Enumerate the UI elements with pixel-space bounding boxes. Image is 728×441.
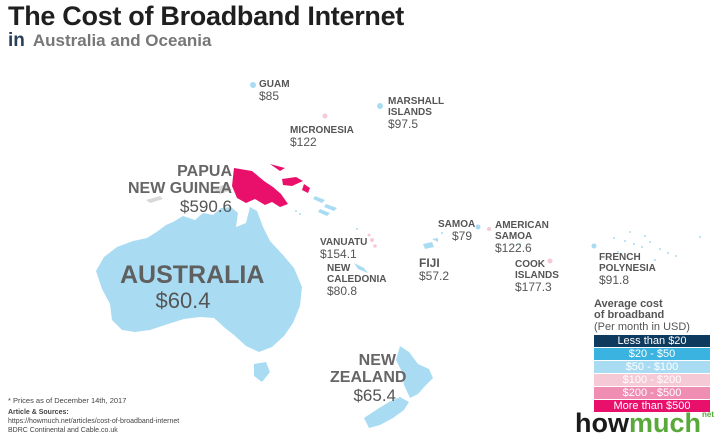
timor-shape [146,196,163,203]
cook-islands-dot [547,258,553,264]
sources-credit: BDRC Continental and Cable.co.uk [8,427,118,434]
new-zealand-north-shape [396,346,433,398]
solomon-islands-shape [313,196,337,216]
micronesia-dot [322,113,328,119]
label-guam: GUAM $85 [259,79,290,103]
samoa-dot [475,224,481,230]
label-fiji: FIJI $57.2 [419,256,450,283]
price-fiji: $57.2 [419,269,450,283]
png-island-bougainville [302,184,310,193]
howmuch-logo: howmuchnet [575,408,714,439]
new-caledonia-shape [354,263,368,273]
png-island-new-britain [282,177,303,186]
price-australia: $60.4 [155,288,211,313]
legend: Average cost of broadband (Per month in … [594,299,710,412]
new-zealand-south-shape [364,397,409,428]
label-new-zealand: NEW ZEALAND $65.4 [330,352,407,405]
west-papua-shape [212,184,232,194]
label-australia: AUSTRALIA $60.4 [120,261,265,313]
label-samoa: SAMOA $79 [438,219,476,243]
page-subtitle: in Australia and Oceania [8,30,211,52]
label-marshall-islands: MARSHALL ISLANDS $97.5 [388,96,445,131]
sources-link[interactable]: https://howmuch.net/articles/cost-of-bro… [8,418,180,425]
guam-dot [250,82,256,88]
price-vanuatu: $154.1 [320,247,357,261]
sources: Article & Sources: https://howmuch.net/a… [8,408,179,435]
logo-part-how: how [575,408,629,438]
legend-subtitle: (Per month in USD) [594,321,690,333]
small-islands [295,210,701,245]
legend-item-20-50: $20 - $50 [594,348,710,360]
australia-shape [96,207,302,352]
legend-title-line2: of broadband [594,309,665,321]
price-american-samoa: $122.6 [495,241,532,255]
legend-item-50-100: $50 - $100 [594,361,710,373]
price-french-polynesia: $91.8 [599,273,630,287]
price-papua-new-guinea: $590.6 [180,197,232,216]
papua-new-guinea-shape [232,168,288,207]
american-samoa-dot [487,227,491,231]
legend-item-100-200: $100 - $200 [594,374,710,386]
label-french-polynesia: FRENCH POLYNESIA $91.8 [599,252,656,287]
label-papua-new-guinea: PAPUA NEW GUINEA $590.6 [122,163,232,216]
price-new-caledonia: $80.8 [327,284,358,298]
label-new-caledonia: NEW CALEDONIA $80.8 [327,263,387,298]
footnote: * Prices as of December 14th, 2017 [8,396,127,405]
legend-item-less-than-20: Less than $20 [594,335,710,347]
label-micronesia: MICRONESIA $122 [290,125,354,149]
sources-heading: Article & Sources: [8,409,69,416]
price-guam: $85 [259,89,280,103]
price-new-zealand: $65.4 [353,386,396,405]
price-cook-islands: $177.3 [515,280,552,294]
subtitle-prefix: in [8,30,25,51]
label-cook-islands: COOK ISLANDS $177.3 [515,259,559,294]
fiji-shape [423,238,438,249]
label-american-samoa: AMERICAN SAMOA $122.6 [495,220,549,255]
french-polynesia-shape [591,231,677,261]
subtitle-region: Australia and Oceania [32,31,212,50]
legend-item-more-than-500: More than $500 [594,400,710,412]
legend-title-line1: Average cost [594,298,663,310]
logo-suffix: net [702,410,715,419]
vanuatu-shape [367,233,377,248]
price-samoa: $79 [452,229,473,243]
price-micronesia: $122 [290,135,317,149]
tasmania-shape [254,362,270,382]
png-island-small [270,164,285,171]
page-title: The Cost of Broadband Internet [8,1,405,31]
legend-item-200-500: $200 - $500 [594,387,710,399]
marshall-islands-dot [377,103,383,109]
price-marshall-islands: $97.5 [388,117,419,131]
label-vanuatu: VANUATU $154.1 [320,237,368,261]
logo-part-much: much [629,408,702,438]
